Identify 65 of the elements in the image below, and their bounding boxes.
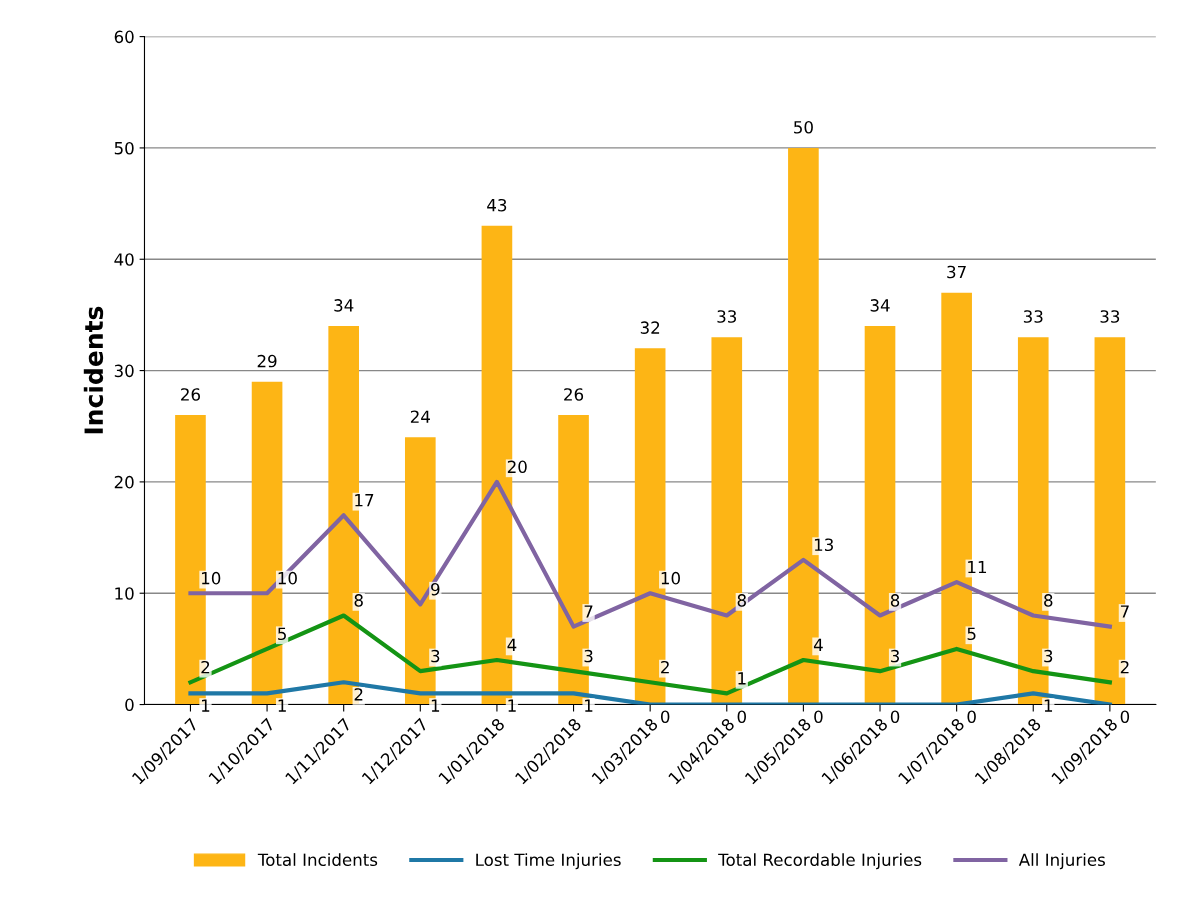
- data-label: 11: [968, 560, 987, 574]
- data-label: 33: [717, 310, 737, 323]
- line-series: [188, 479, 1112, 629]
- data-label: 7: [1120, 605, 1129, 618]
- legend-label: All Injuries: [1018, 853, 1105, 870]
- data-label: 10: [661, 571, 680, 585]
- data-label: 34: [870, 299, 890, 312]
- data-label: 34: [334, 299, 354, 312]
- y-tick-label: 60: [114, 30, 134, 44]
- data-label: 8: [354, 594, 363, 607]
- data-label: 33: [1100, 310, 1120, 323]
- data-label: 3: [891, 649, 899, 663]
- data-label: 50: [794, 120, 813, 134]
- legend-label: Lost Time Injuries: [476, 853, 621, 870]
- data-label: 26: [564, 388, 584, 401]
- data-label: 2: [661, 660, 669, 674]
- data-label: 0: [1120, 710, 1130, 724]
- data-label: 4: [813, 638, 823, 651]
- data-label: 8: [737, 594, 746, 607]
- y-tick-label: 30: [114, 364, 134, 378]
- data-label: 8: [890, 594, 900, 607]
- y-tick-label: 0: [125, 698, 134, 712]
- data-label: 3: [431, 649, 440, 663]
- data-label: 0: [967, 710, 976, 724]
- legend-label: Total Incidents: [257, 853, 378, 867]
- y-tick-label: 20: [114, 475, 134, 489]
- data-label: 10: [202, 571, 221, 585]
- data-label: 5: [278, 627, 286, 641]
- data-label: 33: [1023, 310, 1043, 323]
- data-label: 26: [181, 388, 201, 401]
- data-label: 4: [507, 638, 517, 651]
- data-label: 7: [584, 605, 593, 618]
- data-label: 0: [737, 710, 746, 724]
- data-label: 1: [738, 672, 746, 685]
- y-axis-title: Incidents: [83, 306, 104, 434]
- data-label: 2: [1120, 660, 1129, 674]
- data-label: 2: [354, 688, 363, 701]
- data-label: 0: [814, 710, 823, 724]
- y-tick-label: 40: [114, 253, 134, 266]
- data-label: 29: [257, 354, 277, 368]
- y-tick-label: 50: [114, 141, 134, 155]
- y-tick-label: 10: [115, 587, 134, 600]
- data-label: 24: [410, 410, 430, 423]
- data-label: 9: [431, 582, 440, 596]
- data-label: 1: [1044, 699, 1053, 712]
- data-label: 1: [585, 699, 593, 712]
- data-label: 37: [947, 265, 966, 279]
- data-label: 0: [660, 710, 670, 724]
- legend-label: Total Recordable Injuries: [718, 853, 922, 870]
- data-label: 1: [202, 699, 210, 712]
- data-label: 1: [508, 699, 516, 712]
- data-label: 1: [278, 699, 286, 712]
- data-label: 3: [584, 649, 593, 663]
- data-label: 20: [507, 460, 527, 474]
- data-label: 32: [640, 321, 660, 334]
- data-label: 1: [431, 699, 440, 712]
- data-label: 2: [201, 660, 210, 674]
- data-label: 5: [967, 627, 976, 641]
- data-label: 43: [487, 198, 507, 212]
- data-label: 3: [1044, 649, 1053, 663]
- data-label: 0: [890, 710, 900, 724]
- data-label: 8: [1044, 594, 1053, 607]
- data-label: 13: [814, 538, 833, 552]
- data-label: 10: [278, 571, 297, 585]
- data-label: 17: [355, 494, 374, 507]
